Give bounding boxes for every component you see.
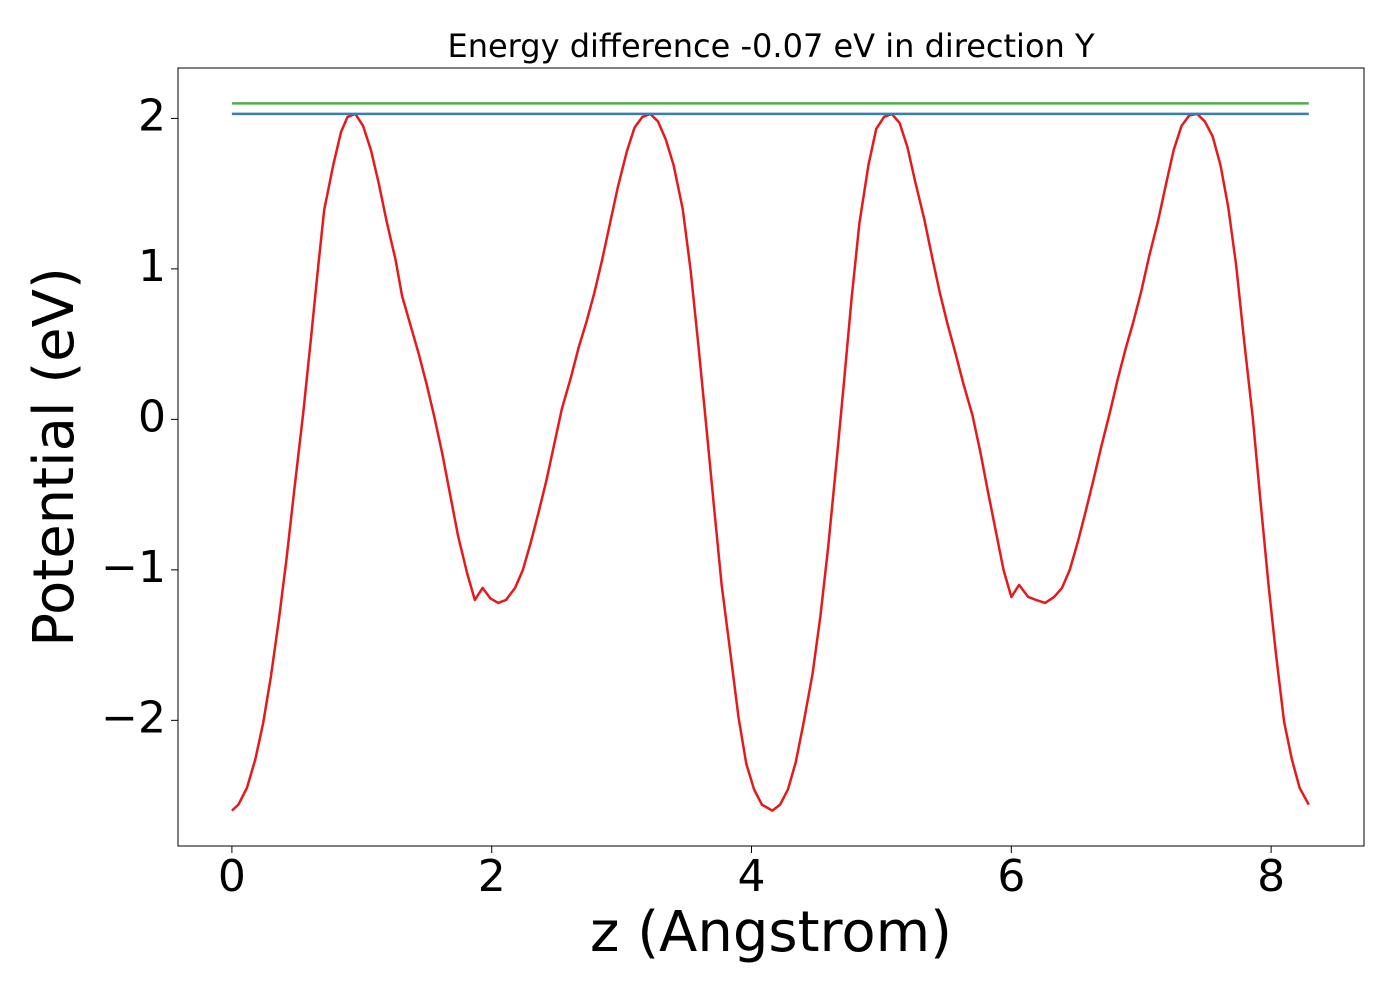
y-tick-label: −2 <box>101 692 166 743</box>
chart-title: Energy difference -0.07 eV in direction … <box>447 27 1094 65</box>
x-tick-label: 6 <box>997 851 1025 902</box>
x-tick-label: 8 <box>1257 851 1285 902</box>
y-tick-label: 1 <box>138 241 166 292</box>
y-tick-label: 0 <box>138 391 166 442</box>
x-tick-label: 2 <box>478 851 506 902</box>
plot-frame <box>177 67 1365 847</box>
data-line <box>231 112 1310 812</box>
y-tick-label: 2 <box>138 90 166 141</box>
y-tick-label: −1 <box>101 542 166 593</box>
x-tick-label: 4 <box>738 851 766 902</box>
y-axis-label: Potential (eV) <box>22 267 87 647</box>
x-tick-label: 0 <box>218 851 246 902</box>
x-axis-label: z (Angstrom) <box>590 900 952 965</box>
